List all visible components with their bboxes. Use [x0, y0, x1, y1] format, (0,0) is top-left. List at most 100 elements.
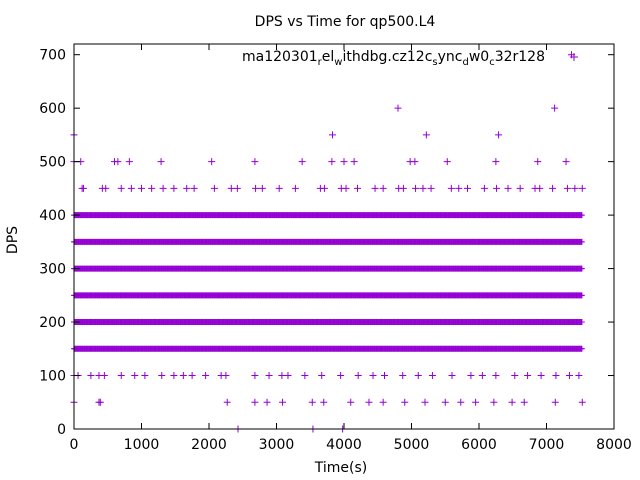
data-point [318, 372, 326, 380]
data-point [170, 372, 178, 380]
data-point [158, 372, 166, 380]
data-point [117, 184, 125, 192]
legend-label-part: ma120301 [242, 49, 318, 65]
x-tick-label: 7000 [529, 437, 565, 453]
y-tick-label: 700 [39, 48, 66, 64]
data-point [342, 184, 350, 192]
data-point [565, 372, 573, 380]
data-point [222, 372, 230, 380]
data-point [278, 372, 286, 380]
data-point [508, 398, 516, 406]
data-point [223, 398, 231, 406]
data-point [578, 212, 585, 219]
data-point [354, 372, 362, 380]
data-point [117, 372, 125, 380]
data-point [251, 398, 259, 406]
data-point [524, 372, 532, 380]
data-point [447, 184, 455, 192]
data-point [202, 372, 210, 380]
data-point [464, 184, 472, 192]
data-point [188, 372, 196, 380]
data-point [127, 184, 135, 192]
data-point [419, 184, 427, 192]
data-point [394, 104, 402, 112]
data-point [350, 158, 358, 166]
data-point [492, 158, 500, 166]
data-point [275, 184, 283, 192]
data-point [571, 184, 579, 192]
data-point [428, 372, 436, 380]
data-point [492, 372, 500, 380]
data-point [578, 238, 585, 245]
data-point [504, 184, 512, 192]
y-tick-label: 600 [39, 101, 66, 117]
data-point [179, 372, 187, 380]
legend-label-subscript: w [334, 57, 342, 68]
data-point [190, 184, 198, 192]
x-tick-label: 6000 [461, 437, 497, 453]
data-point [329, 131, 337, 139]
data-point [291, 184, 299, 192]
data-point [328, 158, 336, 166]
data-point [208, 158, 216, 166]
x-tick-label: 4000 [326, 437, 362, 453]
legend-label-part: w0 [469, 49, 489, 65]
x-axis-label: Time(s) [314, 460, 367, 476]
legend-label-subscript: s [432, 57, 437, 68]
data-point [354, 184, 361, 192]
data-point [457, 398, 465, 406]
x-tick-label: 5000 [394, 437, 430, 453]
data-point [455, 184, 463, 192]
legend-label-part: 32r128 [495, 49, 545, 65]
data-point [490, 398, 498, 406]
chart-title: DPS vs Time for qp500.L4 [255, 14, 436, 30]
legend-label-part: ithdbg.cz12c [342, 49, 432, 65]
x-tick-label: 2000 [191, 437, 227, 453]
data-point [578, 319, 585, 326]
data-point [578, 345, 585, 352]
data-point [114, 158, 122, 166]
data-point [441, 398, 449, 406]
data-point [170, 184, 178, 192]
data-point [421, 398, 429, 406]
data-point [551, 104, 559, 112]
data-point [284, 372, 292, 380]
data-point [401, 398, 409, 406]
data-point [337, 372, 345, 380]
data-point [411, 158, 419, 166]
y-tick-label: 300 [39, 262, 66, 278]
plot-frame [73, 43, 615, 430]
legend-marker [570, 53, 578, 61]
x-tick-label: 3000 [259, 437, 295, 453]
data-point [379, 398, 387, 406]
data-point [159, 184, 167, 192]
data-point [511, 372, 519, 380]
data-point [563, 184, 571, 192]
data-point [371, 184, 379, 192]
data-point [265, 372, 273, 380]
data-point [227, 184, 235, 192]
data-point [414, 372, 422, 380]
data-point [562, 158, 570, 166]
data-point [340, 158, 348, 166]
data-point [443, 158, 451, 166]
data-point [102, 184, 110, 192]
data-point [379, 184, 387, 192]
data-point [448, 372, 456, 380]
legend-label: ma120301relwithdbg.cz12csyncdw0c32r128 [242, 49, 545, 68]
data-point [516, 184, 524, 192]
data-point [141, 372, 149, 380]
data-point [552, 372, 560, 380]
data-point [534, 158, 542, 166]
axis-ticks: 0 1000 2000 3000 4000 5000 6000 7000 8000 0 100 200… [39, 44, 632, 453]
data-point [87, 372, 95, 380]
data-point [100, 372, 108, 380]
x-tick-label: 8000 [596, 437, 632, 453]
data-point [578, 398, 586, 406]
legend-label-subscript: c [489, 57, 495, 68]
data-point [279, 398, 287, 406]
data-point [399, 372, 407, 380]
data-point [148, 184, 156, 192]
data-point [412, 184, 420, 192]
